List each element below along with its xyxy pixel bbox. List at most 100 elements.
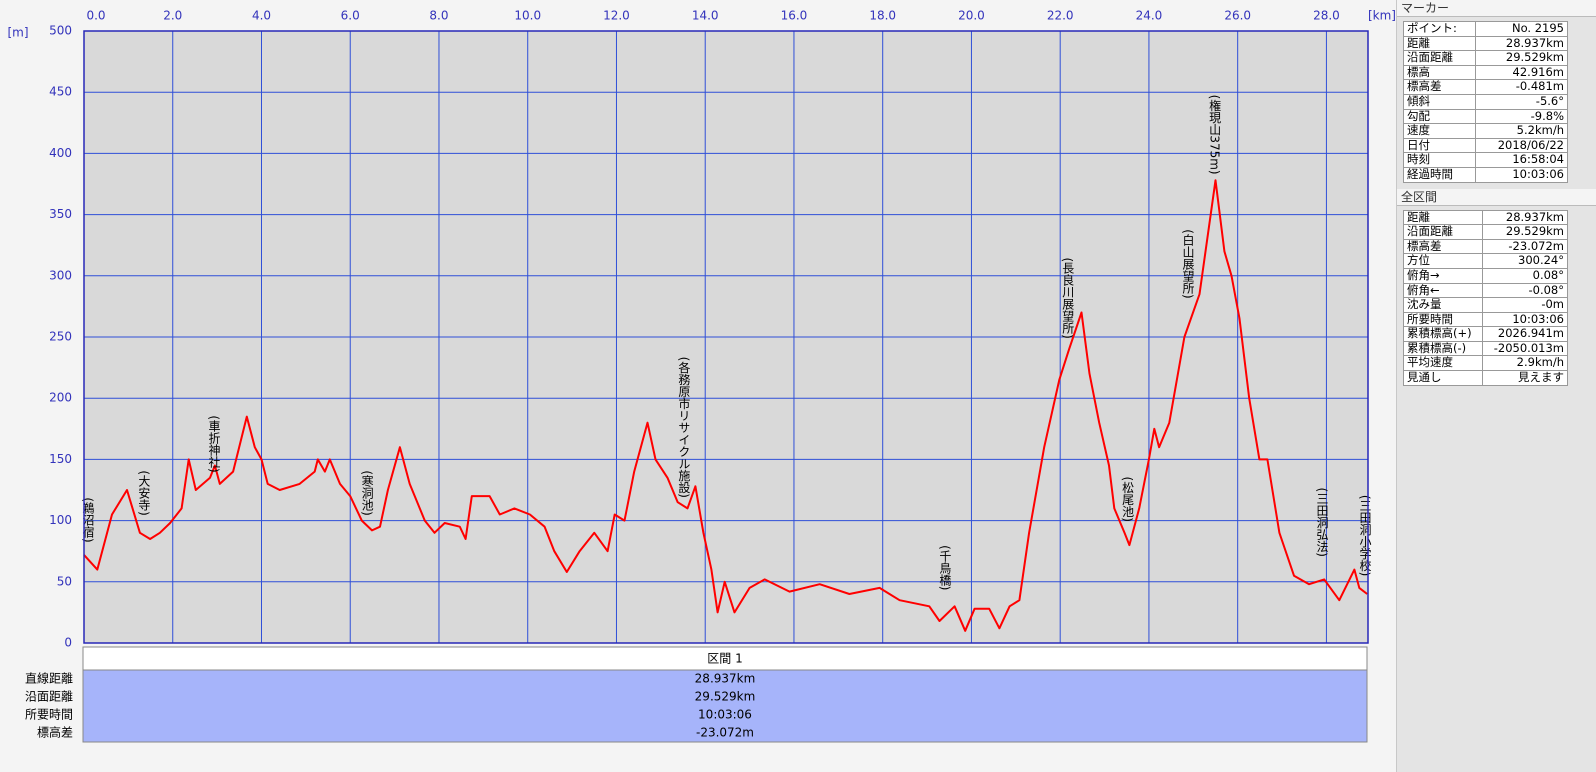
panel-label: 傾斜 [1403,93,1476,110]
panel-value: 2018/06/22 [1474,137,1569,154]
landmark-label: (車折神社) [207,415,221,472]
x-tick-label: 12.0 [603,9,630,23]
panel-label: 経過時間 [1403,166,1476,183]
panel-label: 沿面距離 [1403,50,1476,66]
y-tick-label: 250 [49,330,72,344]
panel-label: 累積標高(+) [1403,326,1483,342]
landmark-label: (大安寺) [137,470,151,515]
panel-row: 標高差 -0.481m [1403,79,1569,95]
panel-row: 所要時間 10:03:06 [1403,311,1569,328]
panel-label: 沿面距離 [1403,224,1483,240]
panel-value: 29.529km [1481,224,1569,240]
panel-value: 42.916m [1474,64,1569,81]
panel-label: ポイント: [1403,21,1476,37]
panel-value: 10:03:06 [1474,166,1569,183]
x-tick-label: 4.0 [252,9,271,23]
panel-label: 勾配 [1403,108,1476,125]
panel-value: -0.08° [1481,282,1569,299]
x-tick-label: 22.0 [1047,9,1074,23]
x-tick-label: 14.0 [692,9,719,23]
x-tick-label: 20.0 [958,9,985,23]
total-table: 距離 28.937km 沿面距離 29.529km 標高差 -23.072m 方位 300.2… [1403,209,1569,386]
panel-label: 平均速度 [1403,355,1483,372]
panel-row: 標高差 -23.072m [1403,238,1569,255]
panel-value: 300.24° [1481,253,1569,269]
side-panel: マーカー ポイント: No. 2195 距離 28.937km 沿面距離 29.529km… [1396,0,1596,772]
panel-row: 俯角→ 0.08° [1403,267,1569,284]
panel-value: 0.08° [1481,267,1569,284]
x-tick-label: 10.0 [514,9,541,23]
segment-body [82,669,1368,743]
marker-table: ポイント: No. 2195 距離 28.937km 沿面距離 29.529km 標高 42.… [1403,21,1569,183]
segment-rows: 直線距離 28.937km 沿面距離 29.529km 所要時間 10:03:06 標高差 -… [25,671,755,740]
panel-value: 5.2km/h [1474,123,1569,139]
landmark-label: (千鳥橋) [938,545,952,590]
landmark-label: (各務原市リサイクル施設) [677,357,691,498]
segment-value: -23.072m [696,726,754,740]
panel-label: 累積標高(-) [1403,340,1483,357]
panel-label: 標高差 [1403,238,1483,255]
panel-value: 29.529km [1474,50,1569,66]
panel-value: 28.937km [1474,35,1569,52]
landmark-label: (寒洞池) [360,470,374,515]
plot-border [83,30,1369,644]
marks: (鵜沼宿) (大安寺) (車折神社) (寒洞池) (各務原市リサイクル施設) (千鳥橋) (… [81,95,1372,632]
y-tick-label: 450 [49,85,72,99]
x-tick-label: 0.0 [86,9,105,23]
panel-value: 2026.941m [1481,326,1569,342]
x-tick-label: 2.0 [163,9,182,23]
y-tick-label: 50 [57,574,72,588]
panel-row: 距離 28.937km [1403,209,1569,226]
panel-value: 10:03:06 [1481,311,1569,328]
panel-label: 沈み量 [1403,297,1483,313]
panel-row: 累積標高(-) -2050.013m [1403,340,1569,357]
segment-label: 沿面距離 [25,690,73,704]
panel-row: 距離 28.937km [1403,35,1569,52]
panel-row: 勾配 -9.8% [1403,108,1569,125]
panel-row: 平均速度 2.9km/h [1403,355,1569,372]
segment-value: 10:03:06 [698,708,752,722]
landmark-label: (権現山375m) [1208,95,1222,175]
landmark-label: (三田洞小学校) [1358,495,1372,576]
panel-row: 傾斜 -5.6° [1403,93,1569,110]
segment-value: 29.529km [695,690,756,704]
panel-value: -2050.013m [1481,340,1569,357]
landmark-label: (白山展望所) [1181,229,1195,298]
panel-label: 標高差 [1403,79,1476,95]
y-tick-label: 300 [49,268,72,282]
panel-value: -0m [1481,297,1569,313]
landmark-label: (鵜沼宿) [81,497,95,542]
total-title: 全区間 [1397,188,1596,206]
x-tick-label: 8.0 [429,9,448,23]
panel-value: -23.072m [1481,238,1569,255]
panel-row: 見通し 見えます [1403,370,1569,386]
panel-value: -9.8% [1474,108,1569,125]
panel-row: 沈み量 -0m [1403,297,1569,313]
panel-label: 俯角← [1403,282,1483,299]
segment-value: 28.937km [695,672,756,686]
panel-label: 距離 [1403,209,1483,226]
y-tick-label: 0 [64,636,72,650]
segment-header: 区間 1 [707,652,742,666]
landmark-label: (長良川展望所) [1061,257,1075,338]
elevation-line [83,179,1368,632]
y-tick-label: 200 [49,391,72,405]
chart: (鵜沼宿) (大安寺) (車折神社) (寒洞池) (各務原市リサイクル施設) (千鳥橋) (… [7,8,1396,743]
panel-label: 俯角→ [1403,267,1483,284]
panel-value: 2.9km/h [1481,355,1569,372]
segment-label: 所要時間 [25,708,73,722]
panel-label: 見通し [1403,370,1483,386]
panel-row: 累積標高(+) 2026.941m [1403,326,1569,342]
panel-value: No. 2195 [1474,21,1569,37]
x-tick-label: 6.0 [341,9,360,23]
panel-row: 時刻 16:58:04 [1403,152,1569,168]
panel-row: 日付 2018/06/22 [1403,137,1569,154]
panel-value: 28.937km [1481,209,1569,226]
x-tick-label: 24.0 [1136,9,1163,23]
panel-value: -5.6° [1474,93,1569,110]
panel-label: 時刻 [1403,152,1476,168]
panel-label: 標高 [1403,64,1476,81]
y-tick-label: 150 [49,452,72,466]
panel-row: 方位 300.24° [1403,253,1569,269]
